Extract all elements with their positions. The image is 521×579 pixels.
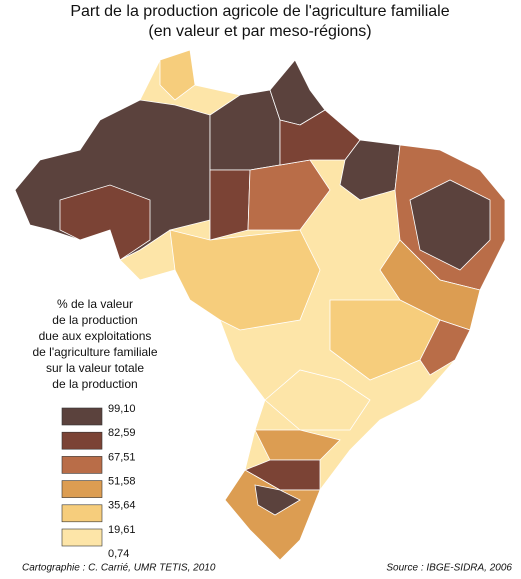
legend-break: 51,58 [108,476,136,488]
legend-swatch [61,407,103,426]
region-rs-north [254,484,301,516]
legend-title: de la production [52,377,137,391]
region-para-east [279,109,361,166]
legend: % de la valeur de la production due aux ex… [32,297,157,560]
region-amazonas-south [59,184,151,261]
region-para-mid [209,169,251,241]
credit-source: Source : IBGE-SIDRA, 2006 [386,563,512,574]
legend-break: 99,10 [108,403,136,415]
region-rio-grande [224,469,321,561]
title-line: Part de la production agricole de l'agri… [70,3,449,20]
region-espirito [419,319,471,376]
legend-title: sur la valeur totale [46,361,144,375]
legend-break: 0,74 [108,548,129,560]
legend-swatch [61,528,103,547]
legend-break: 35,64 [108,500,136,512]
region-parana [254,429,341,461]
legend-swatch [61,504,103,523]
legend-title: de l'agriculture familiale [32,345,157,359]
legend-swatch [61,431,103,450]
region-nordeste-core [409,179,491,271]
region-roraima [159,49,196,101]
legend-title: de la production [52,313,137,327]
legend-break: 67,51 [108,451,136,463]
legend-swatch [61,456,103,474]
legend-title: due aux exploitations [39,329,152,343]
legend-swatch [61,480,103,498]
legend-title: % de la valeur [57,297,133,311]
credit-author: Cartographie : C. Carrié, UMR TETIS, 201… [22,563,216,574]
region-mato-grosso [169,229,321,331]
legend-break: 19,61 [108,524,136,536]
map [14,49,506,561]
legend-break: 82,59 [108,427,136,439]
title-line: (en valeur et par meso-régions) [148,23,371,40]
